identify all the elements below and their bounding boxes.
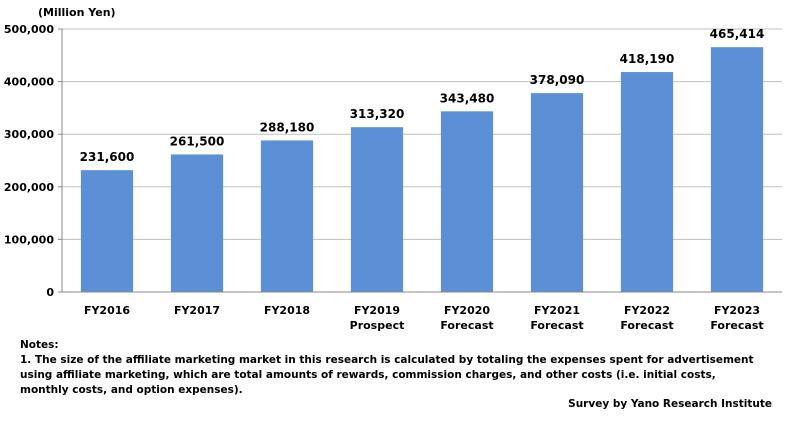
bar — [530, 93, 584, 292]
x-tick-label: Forecast — [620, 319, 673, 332]
bar — [350, 127, 404, 292]
x-tick-label: FY2017 — [174, 304, 220, 317]
data-label: 313,320 — [350, 107, 405, 121]
x-axis-ticks: FY2016 FY2017 FY2018 FY2019 Prospect FY2020 Fo… — [84, 304, 764, 332]
x-tick-label: FY2021 — [534, 304, 580, 317]
data-label: 288,180 — [260, 120, 315, 134]
x-tick-label: Forecast — [710, 319, 763, 332]
notes-line-2: using affiliate marketing, which are tot… — [20, 369, 716, 381]
bar — [620, 72, 674, 292]
x-tick-label: Forecast — [440, 319, 493, 332]
data-label: 231,600 — [80, 150, 135, 164]
y-tick-label: 0 — [46, 286, 54, 299]
bar — [710, 47, 764, 293]
x-tick-label: FY2016 — [84, 304, 130, 317]
data-label: 261,500 — [170, 134, 225, 148]
y-tick-label: 400,000 — [4, 76, 54, 89]
y-tick-label: 300,000 — [4, 128, 54, 141]
x-tick-label: FY2023 — [714, 304, 760, 317]
notes-line-3: monthly costs, and option expenses). — [20, 384, 243, 396]
bar — [260, 140, 314, 292]
y-tick-label: 500,000 — [4, 23, 54, 36]
bars — [80, 47, 764, 293]
y-axis-unit-label: (Million Yen) — [38, 6, 116, 19]
y-tick-label: 100,000 — [4, 233, 54, 246]
y-axis-ticks: 0 100,000 200,000 300,000 400,000 500,000 — [4, 23, 62, 299]
x-tick-label: FY2019 — [354, 304, 400, 317]
x-tick-label: FY2020 — [444, 304, 490, 317]
notes-line-1: 1. The size of the affiliate marketing m… — [20, 354, 754, 366]
data-labels: 231,600 261,500 288,180 313,320 343,480 378,0… — [80, 27, 765, 164]
notes-heading: Notes: — [20, 339, 59, 351]
data-label: 378,090 — [530, 73, 585, 87]
x-tick-label: Prospect — [350, 319, 405, 332]
bar — [170, 154, 224, 292]
source-credit: Survey by Yano Research Institute — [568, 398, 772, 410]
x-tick-label: Forecast — [530, 319, 583, 332]
bar-chart: (Million Yen) 0 100,000 200,000 300,000 400,… — [4, 6, 782, 332]
data-label: 343,480 — [440, 91, 495, 105]
y-tick-label: 200,000 — [4, 181, 54, 194]
data-label: 418,190 — [620, 52, 675, 66]
bar — [80, 170, 134, 292]
data-label: 465,414 — [710, 27, 765, 41]
x-tick-label: FY2018 — [264, 304, 310, 317]
x-tick-label: FY2022 — [624, 304, 670, 317]
bar — [440, 111, 494, 292]
notes: Notes: 1. The size of the affiliate mark… — [20, 338, 780, 398]
